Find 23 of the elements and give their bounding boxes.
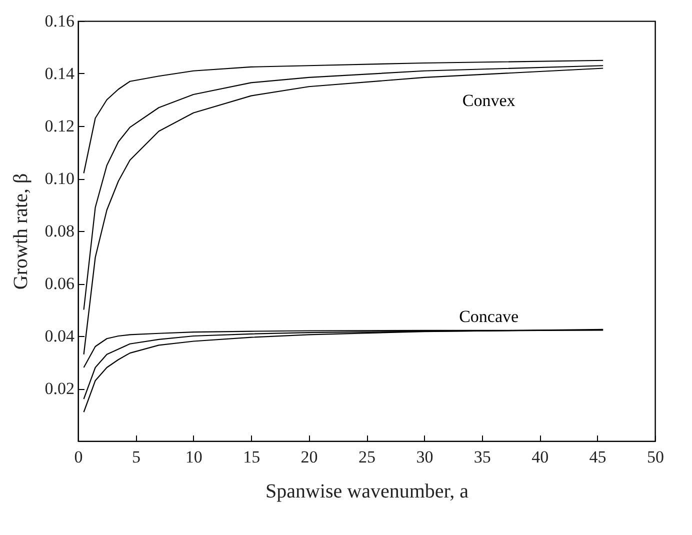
y-tick-label: 0.08: [44, 222, 74, 240]
y-tick-label: 0.14: [44, 64, 75, 83]
annotation: Convex: [462, 90, 516, 110]
y-tick-label: 0.02: [44, 379, 74, 398]
y-tick-label: 0.04: [44, 326, 75, 346]
y-tick-label: 0.12: [44, 116, 74, 136]
x-tick-label: 20: [300, 448, 318, 466]
y-axis-title: Growth rate, β: [10, 173, 32, 290]
x-tick-label: 10: [185, 448, 202, 466]
x-tick-label: 35: [474, 448, 491, 466]
y-tick-label: 0.10: [44, 169, 74, 188]
x-tick-label: 5: [132, 448, 140, 466]
y-tick-label: 0.16: [44, 12, 74, 30]
x-tick-label: 15: [243, 448, 260, 466]
annotation: Concave: [459, 307, 519, 326]
x-tick-label: 50: [647, 448, 664, 466]
x-axis-title: Spanwise wavenumber, a: [265, 480, 469, 502]
y-tick-label: 0.06: [44, 274, 74, 293]
x-tick-label: 40: [532, 448, 549, 466]
x-tick-label: 0: [74, 448, 83, 466]
x-tick-label: 25: [358, 448, 376, 466]
x-tick-label: 45: [589, 448, 606, 466]
x-tick-label: 30: [416, 448, 434, 466]
